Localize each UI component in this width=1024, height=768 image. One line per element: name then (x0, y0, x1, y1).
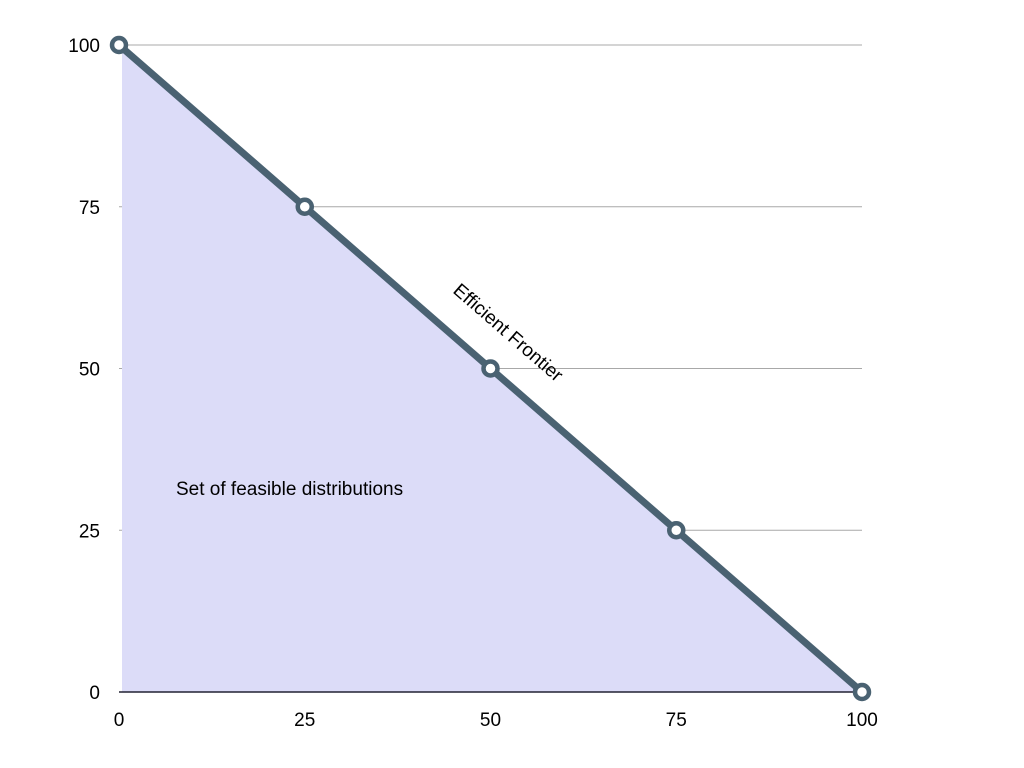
x-tick-label: 25 (294, 710, 315, 731)
data-point (109, 35, 129, 55)
y-tick-label: 75 (79, 198, 100, 219)
y-tick-labels: 0 25 50 75 100 (68, 36, 100, 704)
data-point (295, 197, 314, 216)
y-tick-label: 100 (68, 36, 100, 57)
data-point (852, 682, 872, 702)
x-tick-label: 100 (846, 710, 878, 731)
data-point (667, 521, 686, 540)
data-point (481, 359, 500, 378)
y-tick-label: 50 (79, 360, 100, 381)
x-tick-label: 0 (114, 710, 125, 731)
x-tick-label: 75 (666, 710, 687, 731)
y-tick-label: 0 (89, 683, 100, 704)
feasible-region (122, 45, 862, 692)
x-tick-labels: 0 25 50 75 100 (114, 710, 878, 731)
x-tick-label: 50 (480, 710, 501, 731)
y-tick-label: 25 (79, 521, 100, 542)
frontier-points (109, 35, 872, 702)
region-label: Set of feasible distributions (176, 479, 403, 500)
